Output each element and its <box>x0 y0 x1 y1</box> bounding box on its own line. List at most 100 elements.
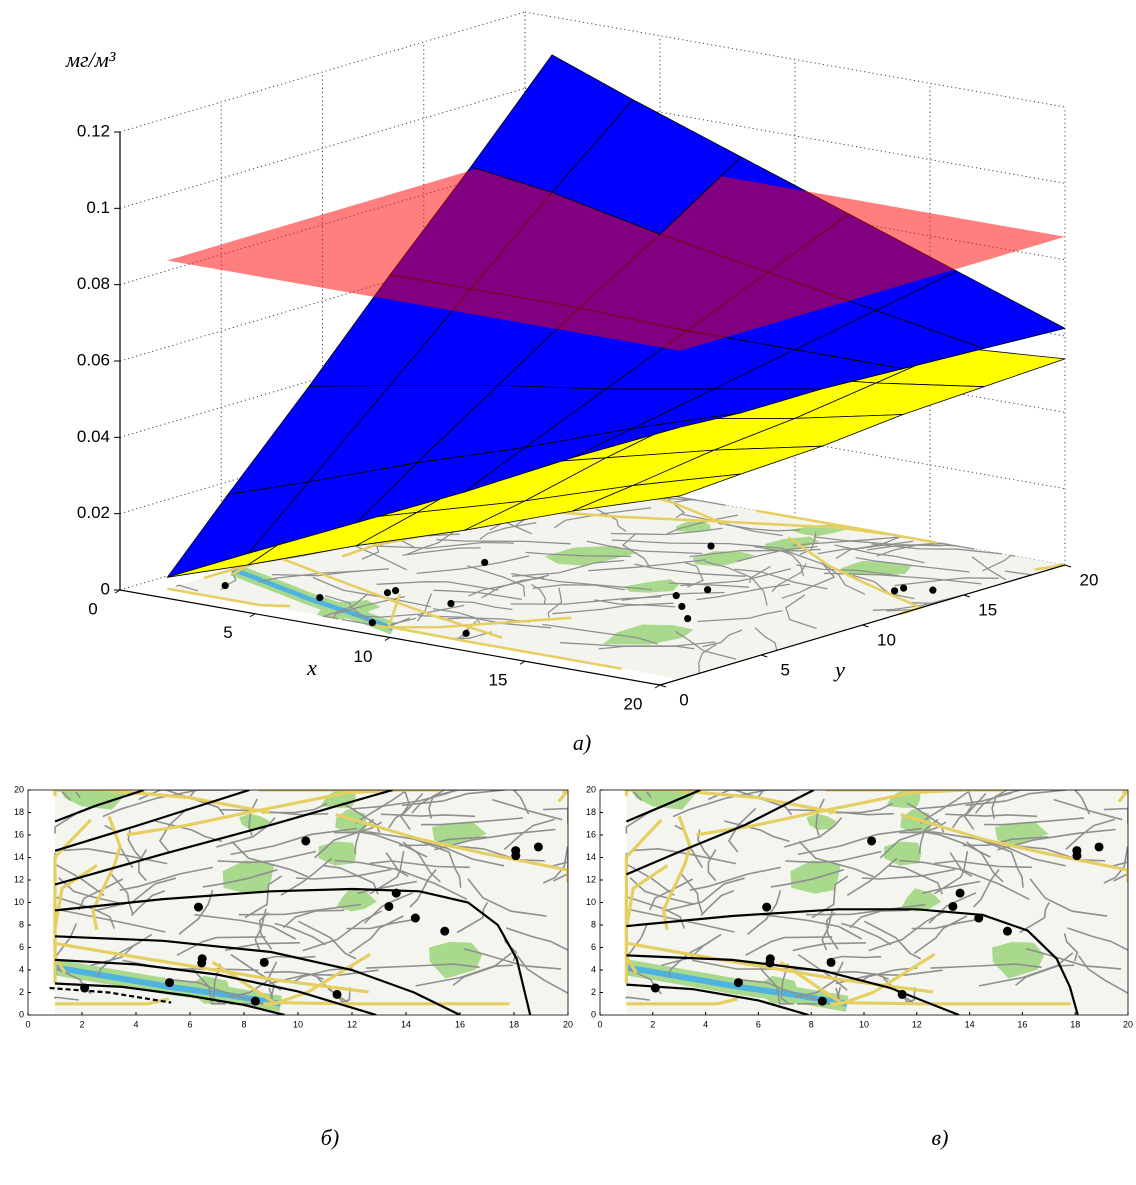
map-street <box>664 877 745 912</box>
map-street <box>734 568 828 590</box>
y-tick-label: 10 <box>14 897 24 907</box>
map-street <box>689 866 782 891</box>
map-station <box>462 629 470 637</box>
map-station <box>316 594 324 602</box>
x-tick-label: 0 <box>25 1019 30 1029</box>
x-tick-label: 10 <box>859 1019 869 1029</box>
map-street <box>271 568 389 577</box>
map-station <box>867 836 877 846</box>
map-street <box>542 623 658 645</box>
map-street <box>1113 850 1128 882</box>
map-station <box>900 584 908 592</box>
caption: а) <box>573 730 591 755</box>
contour-line <box>54 790 250 852</box>
x-tick-label: 6 <box>756 1019 761 1029</box>
x-tick-label: 8 <box>809 1019 814 1029</box>
map-street <box>627 896 686 929</box>
map-street <box>625 996 650 1001</box>
contour-line <box>54 790 393 886</box>
z-tick-label: 0.02 <box>77 503 110 522</box>
map-street <box>680 568 791 587</box>
map-station <box>955 888 965 898</box>
map-street <box>965 790 1067 807</box>
y-tick-label: 5 <box>781 660 790 679</box>
map-street <box>56 908 166 933</box>
map-street <box>262 802 328 814</box>
map-station <box>533 842 543 852</box>
map-street <box>399 791 411 831</box>
map-station <box>733 978 743 988</box>
map-street <box>511 559 624 577</box>
surface-cell <box>571 412 742 459</box>
y-tick-label: 6 <box>19 942 24 952</box>
map-station <box>817 996 827 1006</box>
map-street <box>291 967 353 984</box>
map-street <box>436 538 571 545</box>
tick-mark <box>384 637 391 641</box>
map-station <box>765 958 775 968</box>
map-street <box>194 913 297 940</box>
map-street <box>852 574 915 600</box>
x-tick-label: 4 <box>133 1019 138 1029</box>
map-street <box>840 922 892 946</box>
map-street <box>805 903 926 916</box>
tick-mark <box>659 684 667 688</box>
map-street <box>1073 790 1091 815</box>
x-tick-label: 10 <box>293 1019 303 1029</box>
map-street <box>783 816 843 848</box>
map-street <box>549 856 568 868</box>
map-street <box>56 896 116 929</box>
z-tick-label: 0.12 <box>77 121 110 140</box>
map-street <box>849 909 910 929</box>
map-street <box>750 565 771 606</box>
map-station <box>197 958 207 968</box>
map-street <box>1063 933 1079 962</box>
y-tick-label: 6 <box>591 942 596 952</box>
contour-line <box>54 790 145 823</box>
map-street <box>420 817 524 826</box>
map-street <box>525 551 632 558</box>
y-tick-label: 20 <box>1080 570 1099 589</box>
map-street <box>829 802 894 814</box>
contour-line <box>625 790 701 823</box>
map-station <box>1002 926 1012 936</box>
map-main-road <box>54 941 369 994</box>
map-street <box>628 908 735 933</box>
map-station <box>890 587 899 595</box>
map-station <box>707 542 715 550</box>
map-street <box>385 852 468 901</box>
map-main-road <box>211 960 510 1006</box>
map-street <box>728 807 757 853</box>
y-tick-label: 8 <box>19 919 24 929</box>
map-park <box>239 813 271 830</box>
map-street <box>1065 818 1116 850</box>
map-street <box>1103 846 1128 884</box>
x-tick-label: 2 <box>79 1019 84 1029</box>
map-street <box>176 584 199 592</box>
map-street <box>402 841 441 883</box>
map-station <box>672 592 680 600</box>
map-main-road <box>375 616 572 629</box>
map-station <box>684 614 692 623</box>
map-street <box>826 955 882 961</box>
map-street <box>702 629 743 648</box>
map-street <box>55 790 72 802</box>
map-main-road <box>755 509 938 544</box>
map-park <box>790 860 841 894</box>
map-street <box>187 790 201 799</box>
map-street <box>634 563 746 577</box>
map-main-road <box>661 815 692 930</box>
map-street <box>231 840 309 878</box>
map-street <box>871 543 1002 555</box>
map-street <box>621 532 650 566</box>
map-street <box>479 521 537 540</box>
map-main-road <box>626 997 739 1006</box>
map-park <box>630 790 698 810</box>
map-main-road <box>387 593 623 670</box>
map-street <box>610 527 723 536</box>
map-street <box>631 847 737 865</box>
map-street <box>511 572 652 591</box>
tick-mark <box>654 684 661 689</box>
map-street <box>410 837 505 867</box>
